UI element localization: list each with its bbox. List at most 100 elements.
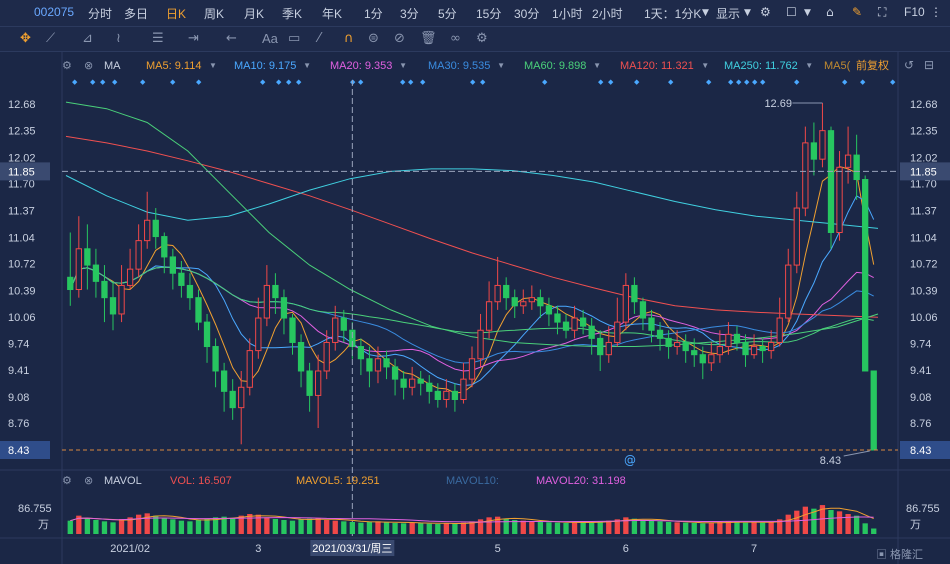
candle-body[interactable] [827,130,835,233]
volume-bar[interactable] [84,518,91,534]
event-marker[interactable]: ◆ [420,79,426,86]
link-icon[interactable]: ∞ [450,31,461,46]
volume-bar[interactable] [717,522,723,534]
candle-body[interactable] [280,297,288,319]
volume-bar[interactable] [187,521,193,534]
candle-body[interactable] [682,341,689,352]
candle-body[interactable] [169,256,176,274]
event-marker[interactable]: ◆ [350,79,356,86]
candle-body[interactable] [648,317,655,331]
volume-bar[interactable] [127,517,133,534]
chevron-down-icon[interactable]: ▼ [701,61,709,70]
text-tool[interactable]: Aa [262,31,278,46]
volume-bar[interactable] [324,520,330,534]
event-marker[interactable]: ◆ [100,79,106,86]
candle-body[interactable] [152,219,159,238]
volume-bar[interactable] [580,522,586,534]
volume-bar[interactable] [93,520,99,534]
volume-bar[interactable] [537,522,544,534]
volume-bar[interactable] [144,513,150,534]
volume-bar[interactable] [204,518,210,534]
candle-body[interactable] [400,378,407,388]
volume-bar[interactable] [785,514,791,534]
volume-bar[interactable] [409,522,415,534]
volume-bar[interactable] [101,521,108,534]
candle-body[interactable] [451,390,459,400]
candle-body[interactable] [588,325,595,339]
candle-body[interactable] [802,142,809,209]
chevron-down-icon[interactable]: ▼ [805,61,813,70]
volume-bar[interactable] [76,515,82,534]
volume-bar[interactable] [700,523,706,534]
period-dayk[interactable]: 日K [166,7,187,21]
candle-body[interactable] [255,317,262,352]
gear-icon[interactable]: ⚙ [62,59,72,72]
period-quarterk[interactable]: 季K [282,7,303,21]
volume-bar[interactable] [554,522,561,534]
candle-body[interactable] [776,317,783,343]
volume-bar[interactable] [794,510,800,534]
volume-bar[interactable] [529,521,535,534]
candle-body[interactable] [528,297,535,303]
channel-tool-icon[interactable]: ⊿ [82,31,93,46]
volume-bar[interactable] [623,517,629,534]
collapse-icon[interactable]: ⊟ [924,58,934,72]
event-marker[interactable]: ◆ [634,79,640,86]
volume-bar[interactable] [648,520,655,534]
candle-body[interactable] [554,313,561,323]
candle-body[interactable] [844,154,852,168]
candle-body[interactable] [725,333,732,348]
close-icon[interactable]: ⊗ [84,59,93,72]
candle-body[interactable] [426,382,433,392]
wave-tool-icon[interactable]: ≀ [116,31,121,46]
event-marker[interactable]: ◆ [358,79,364,86]
candle-body[interactable] [212,346,219,372]
adjust-select[interactable]: 前复权 [856,58,889,72]
volume-bar[interactable] [418,523,424,534]
candle-body[interactable] [340,317,347,331]
candle-body[interactable] [665,337,672,348]
candle-body[interactable] [272,284,279,299]
volume-bar[interactable] [178,520,185,534]
volume-bar[interactable] [691,523,697,534]
candle-body[interactable] [614,321,621,343]
volume-bar[interactable] [195,520,202,534]
volume-bar[interactable] [606,520,612,534]
event-marker[interactable]: ◆ [90,79,96,86]
trash-icon[interactable]: 🗑 [420,31,437,46]
period-30min[interactable]: 30分 [514,7,540,21]
event-marker[interactable]: ◆ [400,79,406,86]
volume-bar[interactable] [170,519,176,534]
volume-bar[interactable] [759,522,766,534]
checkbox-icon[interactable]: ☐ [786,5,797,19]
volume-bar[interactable] [358,522,364,534]
candle-body[interactable] [716,346,724,356]
chevron-down-icon[interactable]: ▼ [303,61,311,70]
candle-body[interactable] [836,166,843,233]
candle-body[interactable] [357,346,365,360]
period-fenshi[interactable]: 分时 [88,7,113,21]
period-1min[interactable]: 1分 [364,7,383,21]
event-marker[interactable]: ◆ [736,79,742,86]
volume-bar[interactable] [435,524,441,534]
volume-bar[interactable] [768,522,774,534]
volume-bar[interactable] [853,515,860,534]
candle-body[interactable] [545,305,553,315]
event-marker[interactable]: ◆ [480,79,486,86]
volume-bar[interactable] [400,523,407,534]
candle-body[interactable] [186,284,194,299]
candle-body[interactable] [622,284,630,323]
candle-body[interactable] [810,142,818,160]
volume-bar[interactable] [828,510,834,534]
candle-body[interactable] [511,297,518,307]
volume-bar[interactable] [477,519,484,534]
note-tool-icon[interactable]: ▭ [288,31,301,46]
close-icon[interactable]: ⊗ [84,474,93,487]
volume-bar[interactable] [503,518,509,534]
volume-bar[interactable] [614,519,620,534]
chevron-down-icon[interactable]: ▼ [209,61,217,70]
candle-body[interactable] [314,370,322,396]
camera-icon[interactable]: ⌂ [826,5,834,19]
magnet-icon[interactable]: ∩ [344,31,354,46]
candle-body[interactable] [144,219,151,242]
